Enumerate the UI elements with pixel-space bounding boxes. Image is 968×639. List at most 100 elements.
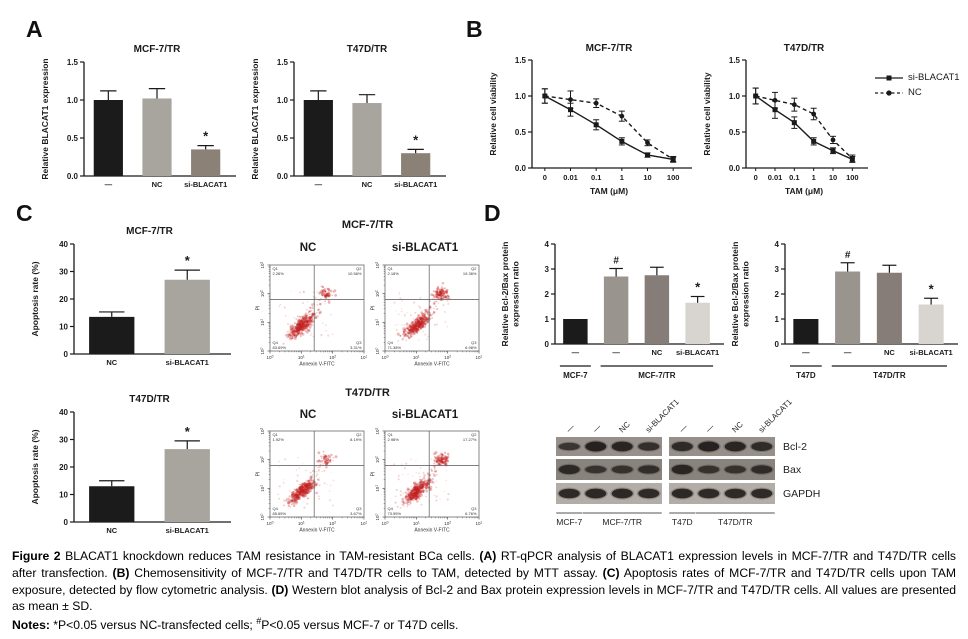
svg-text:8.19%: 8.19%: [350, 437, 362, 442]
svg-text:1.0: 1.0: [515, 92, 527, 101]
svg-text:0: 0: [775, 340, 780, 349]
svg-text:Q2: Q2: [471, 432, 477, 437]
svg-text:103: 103: [476, 520, 482, 526]
svg-text:101: 101: [298, 354, 305, 360]
notes-segment: *P<0.05 versus NC-transfected cells;: [49, 618, 257, 633]
figure-caption: Figure 2 BLACAT1 knockdown reduces TAM r…: [12, 548, 956, 634]
svg-text:PI: PI: [371, 472, 377, 477]
svg-text:Q1: Q1: [388, 432, 394, 437]
caption-segment: RT-qPCR analysis of BLACAT1 expression l…: [12, 549, 957, 580]
svg-text:100: 100: [259, 347, 265, 354]
svg-text:*: *: [185, 253, 191, 268]
svg-text:—: —: [105, 180, 113, 189]
notes-hash-superscript: #: [256, 616, 262, 627]
svg-text:20: 20: [59, 463, 68, 472]
svg-text:Q2: Q2: [471, 266, 477, 271]
svg-text:4: 4: [775, 240, 780, 249]
svg-text:102: 102: [259, 290, 265, 297]
svg-text:Relative cell viability: Relative cell viability: [702, 72, 712, 155]
svg-text:MCF-7/TR: MCF-7/TR: [126, 226, 173, 237]
svg-text:—: —: [612, 348, 620, 357]
svg-text:2: 2: [775, 290, 780, 299]
svg-text:si-BLACAT1: si-BLACAT1: [166, 358, 209, 367]
bar-chart-apoptosis-mcf7tr: MCF-7/TR 0 10 20 30 40 Apoptosis rate (%) NC si-…: [28, 222, 233, 380]
svg-text:73.95%: 73.95%: [388, 511, 402, 516]
svg-text:TAM (μM): TAM (μM): [590, 186, 628, 196]
caption-segment: Chemosensitivity of MCF-7/TR and T47D/TR…: [129, 565, 603, 580]
svg-text:Annexin V-FITC: Annexin V-FITC: [299, 362, 335, 368]
svg-text:101: 101: [259, 485, 265, 492]
svg-text:0: 0: [64, 518, 69, 527]
svg-text:NC: NC: [730, 420, 745, 435]
svg-text:1: 1: [812, 173, 816, 182]
svg-text:MCF-7/TR: MCF-7/TR: [602, 517, 642, 527]
flow-cytometry-plot-mcf7tr-si: 100 100 101 101 102 102 103 103 Q1 2.18% Q2 19.36% Q…: [370, 261, 483, 368]
svg-text:TAM (μM): TAM (μM): [785, 186, 823, 196]
legend-label: NC: [908, 87, 922, 98]
svg-text:Relative Bcl-2/Bax protein: Relative Bcl-2/Bax protein: [730, 242, 740, 347]
caption-figure-label: Figure 2: [12, 549, 61, 563]
svg-text:1.5: 1.5: [515, 56, 527, 65]
svg-text:Q4: Q4: [388, 506, 394, 511]
svg-text:—: —: [315, 180, 323, 189]
svg-text:NC: NC: [617, 420, 632, 435]
bar-chart-bcl2bax-mcf7: 0 1 2 3 4 Relative Bcl-2/Bax protein expressio…: [498, 222, 726, 394]
svg-text:6.76%: 6.76%: [465, 511, 477, 516]
svg-text:1.5: 1.5: [67, 58, 79, 67]
svg-text:103: 103: [361, 354, 367, 360]
caption-text: Figure 2 BLACAT1 knockdown reduces TAM r…: [12, 548, 956, 615]
svg-text:Q2: Q2: [356, 432, 362, 437]
svg-text:Q3: Q3: [356, 340, 362, 345]
svg-text:0.0: 0.0: [67, 172, 79, 181]
svg-text:20: 20: [59, 295, 68, 304]
svg-text:#: #: [613, 256, 619, 267]
svg-text:0.5: 0.5: [277, 134, 289, 143]
svg-text:101: 101: [413, 520, 420, 526]
svg-text:MCF-7: MCF-7: [556, 517, 582, 527]
svg-text:MCF-7: MCF-7: [563, 371, 588, 380]
svg-text:Apoptosis rate (%): Apoptosis rate (%): [30, 261, 40, 336]
svg-text:1: 1: [775, 315, 780, 324]
svg-text:1.0: 1.0: [67, 96, 79, 105]
caption-segment: Apoptosis rates of MCF-7/TR and T47D/TR …: [12, 565, 956, 597]
svg-text:0.1: 0.1: [789, 173, 799, 182]
svg-text:Relative BLACAT1 expression: Relative BLACAT1 expression: [250, 58, 260, 179]
svg-text:102: 102: [374, 456, 380, 463]
svg-text:100: 100: [382, 354, 389, 360]
svg-text:100: 100: [846, 173, 859, 182]
svg-text:NC: NC: [362, 180, 373, 189]
caption-notes: Notes: *P<0.05 versus NC-transfected cel…: [12, 615, 956, 634]
legend-item-nc: NC: [874, 87, 960, 98]
svg-text:NC: NC: [152, 180, 163, 189]
svg-text:100: 100: [374, 347, 380, 354]
svg-text:expression ratio: expression ratio: [741, 261, 751, 327]
caption-panel-c-tag: (C): [602, 565, 620, 580]
svg-text:NC: NC: [651, 348, 662, 357]
svg-text:*: *: [185, 424, 191, 439]
svg-text:85.65%: 85.65%: [273, 511, 287, 516]
flow-group-title-t47dtr: T47D/TR: [345, 387, 390, 399]
svg-text:101: 101: [374, 319, 380, 326]
svg-text:PI: PI: [256, 472, 262, 477]
svg-text:PI: PI: [256, 306, 262, 311]
panel-d-label: D: [484, 200, 501, 226]
svg-text:T47D/TR: T47D/TR: [784, 43, 825, 54]
svg-text:3.31%: 3.31%: [350, 345, 362, 350]
notes-segment: P<0.05 versus MCF-7 or T47D cells.: [261, 618, 459, 633]
svg-text:103: 103: [259, 428, 265, 434]
svg-text:si-BLACAT1: si-BLACAT1: [757, 397, 794, 434]
svg-text:Q3: Q3: [471, 340, 477, 345]
svg-text:MCF-7/TR: MCF-7/TR: [638, 371, 676, 380]
svg-text:Q4: Q4: [273, 340, 279, 345]
svg-text:102: 102: [374, 290, 380, 297]
svg-text:*: *: [203, 129, 209, 144]
svg-text:si-BLACAT1: si-BLACAT1: [676, 348, 719, 357]
flow-col-label-nc: NC: [299, 242, 317, 254]
flow-col-label-nc: NC: [299, 409, 317, 421]
svg-text:0.0: 0.0: [729, 164, 741, 173]
svg-text:T47D/TR: T47D/TR: [129, 394, 170, 405]
svg-text:1: 1: [620, 173, 624, 182]
svg-text:Q1: Q1: [388, 266, 394, 271]
svg-text:1.0: 1.0: [277, 96, 289, 105]
